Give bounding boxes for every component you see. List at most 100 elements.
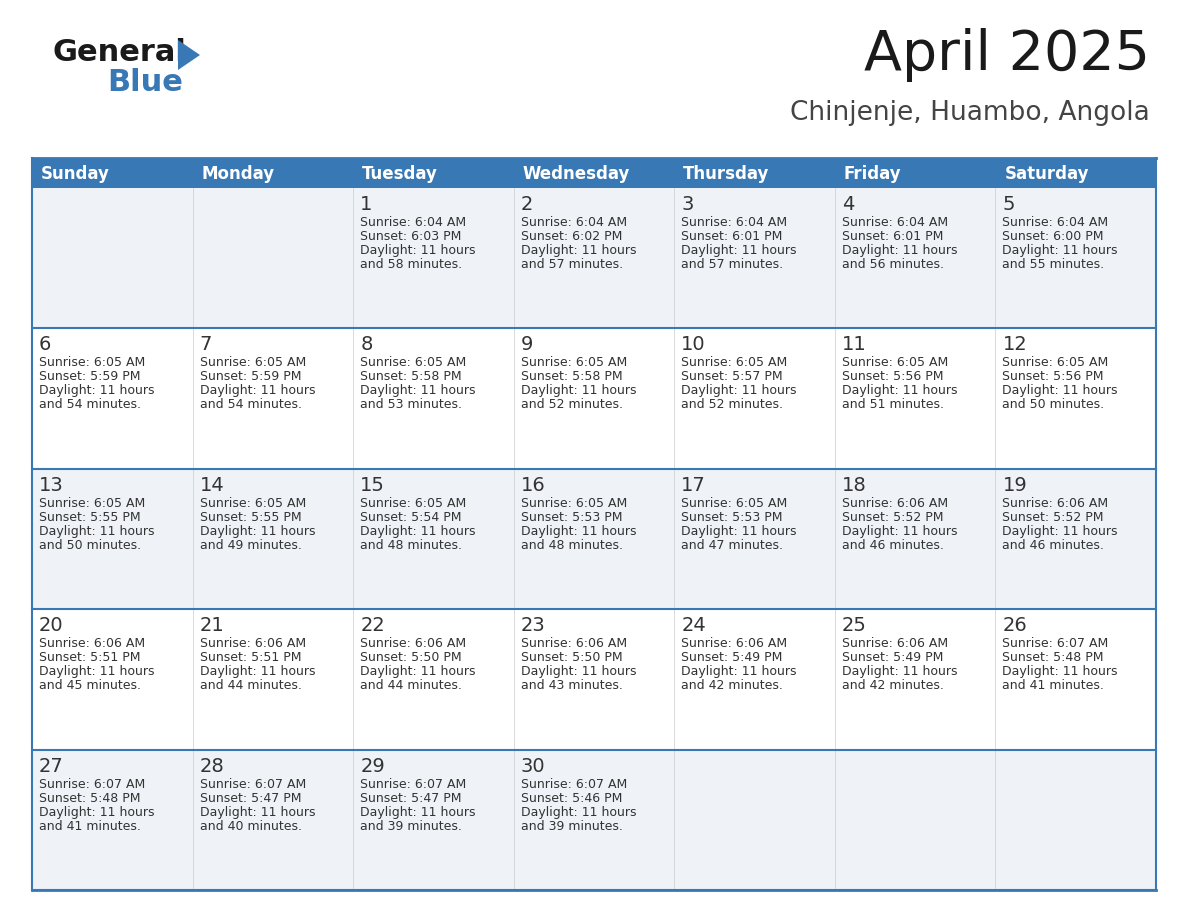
Text: Sunset: 5:54 PM: Sunset: 5:54 PM	[360, 510, 462, 524]
Text: and 48 minutes.: and 48 minutes.	[520, 539, 623, 552]
Text: 12: 12	[1003, 335, 1028, 354]
Text: Sunset: 5:50 PM: Sunset: 5:50 PM	[520, 651, 623, 665]
Text: Thursday: Thursday	[683, 165, 770, 183]
Bar	[32, 469, 1156, 610]
Text: and 49 minutes.: and 49 minutes.	[200, 539, 302, 552]
Text: and 53 minutes.: and 53 minutes.	[360, 398, 462, 411]
Text: Sunset: 6:02 PM: Sunset: 6:02 PM	[520, 230, 623, 243]
Text: 9: 9	[520, 335, 533, 354]
Text: 15: 15	[360, 476, 385, 495]
Text: and 41 minutes.: and 41 minutes.	[39, 820, 141, 833]
Text: Daylight: 11 hours: Daylight: 11 hours	[681, 385, 797, 397]
Text: 25: 25	[842, 616, 867, 635]
Text: Daylight: 11 hours: Daylight: 11 hours	[360, 806, 475, 819]
Text: Sunrise: 6:07 AM: Sunrise: 6:07 AM	[39, 778, 145, 790]
Text: and 54 minutes.: and 54 minutes.	[39, 398, 141, 411]
Text: Daylight: 11 hours: Daylight: 11 hours	[360, 525, 475, 538]
Text: Daylight: 11 hours: Daylight: 11 hours	[681, 244, 797, 257]
Text: 24: 24	[681, 616, 706, 635]
Text: Sunrise: 6:06 AM: Sunrise: 6:06 AM	[1003, 497, 1108, 509]
Text: Daylight: 11 hours: Daylight: 11 hours	[360, 666, 475, 678]
Text: 19: 19	[1003, 476, 1028, 495]
Text: Sunset: 5:47 PM: Sunset: 5:47 PM	[360, 791, 462, 804]
Bar	[32, 188, 1156, 329]
Text: Daylight: 11 hours: Daylight: 11 hours	[842, 385, 958, 397]
Text: and 47 minutes.: and 47 minutes.	[681, 539, 783, 552]
Text: Sunset: 5:48 PM: Sunset: 5:48 PM	[39, 791, 140, 804]
Text: Sunrise: 6:04 AM: Sunrise: 6:04 AM	[520, 216, 627, 229]
Text: Daylight: 11 hours: Daylight: 11 hours	[520, 385, 637, 397]
Text: and 48 minutes.: and 48 minutes.	[360, 539, 462, 552]
Text: Sunset: 5:49 PM: Sunset: 5:49 PM	[681, 651, 783, 665]
Text: Tuesday: Tuesday	[362, 165, 438, 183]
Text: and 51 minutes.: and 51 minutes.	[842, 398, 943, 411]
Text: 21: 21	[200, 616, 225, 635]
Text: Sunrise: 6:06 AM: Sunrise: 6:06 AM	[360, 637, 466, 650]
Text: 5: 5	[1003, 195, 1015, 214]
Text: 20: 20	[39, 616, 64, 635]
Text: Sunset: 5:52 PM: Sunset: 5:52 PM	[1003, 510, 1104, 524]
Bar	[32, 329, 1156, 469]
Text: Sunrise: 6:04 AM: Sunrise: 6:04 AM	[1003, 216, 1108, 229]
Text: Sunset: 6:00 PM: Sunset: 6:00 PM	[1003, 230, 1104, 243]
Text: 4: 4	[842, 195, 854, 214]
Text: Daylight: 11 hours: Daylight: 11 hours	[520, 666, 637, 678]
Text: Sunrise: 6:05 AM: Sunrise: 6:05 AM	[200, 356, 305, 369]
Text: Friday: Friday	[843, 165, 902, 183]
Text: Daylight: 11 hours: Daylight: 11 hours	[360, 244, 475, 257]
Text: Daylight: 11 hours: Daylight: 11 hours	[39, 806, 154, 819]
Text: Sunrise: 6:04 AM: Sunrise: 6:04 AM	[681, 216, 788, 229]
Text: Sunset: 5:55 PM: Sunset: 5:55 PM	[200, 510, 302, 524]
Text: Sunset: 5:56 PM: Sunset: 5:56 PM	[1003, 370, 1104, 384]
Text: Blue: Blue	[107, 68, 183, 97]
Text: and 39 minutes.: and 39 minutes.	[520, 820, 623, 833]
Text: Sunrise: 6:05 AM: Sunrise: 6:05 AM	[520, 356, 627, 369]
Text: Sunrise: 6:05 AM: Sunrise: 6:05 AM	[842, 356, 948, 369]
Text: 28: 28	[200, 756, 225, 776]
Text: and 56 minutes.: and 56 minutes.	[842, 258, 943, 271]
Text: 13: 13	[39, 476, 64, 495]
Text: Sunset: 6:01 PM: Sunset: 6:01 PM	[681, 230, 783, 243]
Text: 27: 27	[39, 756, 64, 776]
Text: 23: 23	[520, 616, 545, 635]
Text: General: General	[52, 38, 185, 67]
Text: Daylight: 11 hours: Daylight: 11 hours	[681, 525, 797, 538]
Text: Sunrise: 6:06 AM: Sunrise: 6:06 AM	[200, 637, 305, 650]
Text: and 57 minutes.: and 57 minutes.	[520, 258, 623, 271]
Text: and 40 minutes.: and 40 minutes.	[200, 820, 302, 833]
Text: Daylight: 11 hours: Daylight: 11 hours	[1003, 666, 1118, 678]
Text: Daylight: 11 hours: Daylight: 11 hours	[39, 666, 154, 678]
Text: Sunset: 5:48 PM: Sunset: 5:48 PM	[1003, 651, 1104, 665]
Text: Sunrise: 6:06 AM: Sunrise: 6:06 AM	[39, 637, 145, 650]
Bar	[32, 610, 1156, 750]
Text: 16: 16	[520, 476, 545, 495]
Text: 17: 17	[681, 476, 706, 495]
Text: Sunset: 5:51 PM: Sunset: 5:51 PM	[39, 651, 140, 665]
Text: Sunrise: 6:05 AM: Sunrise: 6:05 AM	[39, 356, 145, 369]
Text: and 46 minutes.: and 46 minutes.	[1003, 539, 1105, 552]
Text: Daylight: 11 hours: Daylight: 11 hours	[39, 525, 154, 538]
Text: Sunrise: 6:06 AM: Sunrise: 6:06 AM	[520, 637, 627, 650]
Text: Sunset: 5:49 PM: Sunset: 5:49 PM	[842, 651, 943, 665]
Text: 10: 10	[681, 335, 706, 354]
Text: Sunrise: 6:05 AM: Sunrise: 6:05 AM	[520, 497, 627, 509]
Text: and 55 minutes.: and 55 minutes.	[1003, 258, 1105, 271]
Text: and 54 minutes.: and 54 minutes.	[200, 398, 302, 411]
Text: Sunrise: 6:06 AM: Sunrise: 6:06 AM	[681, 637, 788, 650]
Text: Sunrise: 6:07 AM: Sunrise: 6:07 AM	[360, 778, 467, 790]
Text: Daylight: 11 hours: Daylight: 11 hours	[842, 244, 958, 257]
Text: Sunset: 5:58 PM: Sunset: 5:58 PM	[360, 370, 462, 384]
Text: Sunrise: 6:05 AM: Sunrise: 6:05 AM	[360, 356, 467, 369]
Text: 29: 29	[360, 756, 385, 776]
Text: and 57 minutes.: and 57 minutes.	[681, 258, 783, 271]
Text: and 50 minutes.: and 50 minutes.	[39, 539, 141, 552]
Text: Daylight: 11 hours: Daylight: 11 hours	[200, 525, 315, 538]
Text: Daylight: 11 hours: Daylight: 11 hours	[520, 806, 637, 819]
Text: Sunset: 5:47 PM: Sunset: 5:47 PM	[200, 791, 301, 804]
Text: Sunset: 5:50 PM: Sunset: 5:50 PM	[360, 651, 462, 665]
Text: Sunset: 5:53 PM: Sunset: 5:53 PM	[681, 510, 783, 524]
Text: Sunset: 5:51 PM: Sunset: 5:51 PM	[200, 651, 301, 665]
Polygon shape	[178, 40, 200, 70]
Text: Sunset: 5:58 PM: Sunset: 5:58 PM	[520, 370, 623, 384]
Text: and 43 minutes.: and 43 minutes.	[520, 679, 623, 692]
